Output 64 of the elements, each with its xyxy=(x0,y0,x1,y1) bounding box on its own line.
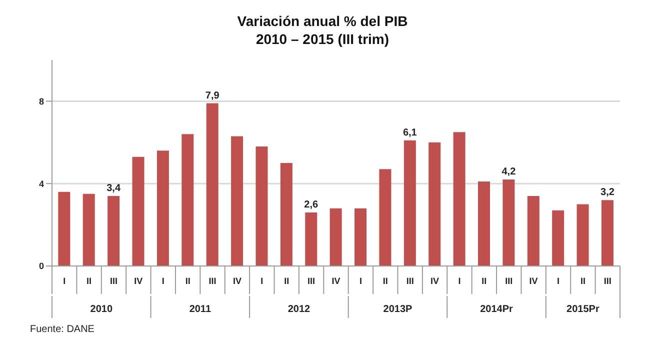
bar xyxy=(502,179,515,266)
x-tick-label: I xyxy=(63,276,66,286)
y-tick-label: 0 xyxy=(38,261,44,272)
data-label: 4,2 xyxy=(502,166,516,178)
bar xyxy=(527,196,540,266)
x-tick-label: IV xyxy=(232,276,242,286)
x-tick-label: IV xyxy=(134,276,143,286)
bar xyxy=(552,210,564,266)
data-label: 2,6 xyxy=(304,199,319,210)
bar xyxy=(132,156,144,266)
bar xyxy=(280,163,292,266)
data-label: 6,1 xyxy=(402,127,418,138)
bar xyxy=(206,103,218,266)
text: 2013P xyxy=(383,304,413,315)
text: 2010 xyxy=(90,304,113,315)
source-note: Fuente: DANE xyxy=(30,324,94,335)
text: 2012 xyxy=(288,304,311,315)
data-label: 3,2 xyxy=(600,187,615,198)
x-tick-label: I xyxy=(458,276,461,286)
x-tick-label: IV xyxy=(529,276,538,286)
x-tick-label: IV xyxy=(430,276,440,286)
bar xyxy=(58,192,70,266)
x-tick-label: I xyxy=(162,276,164,286)
bar xyxy=(82,194,95,266)
x-tick-label: II xyxy=(482,276,487,286)
x-tick-label: I xyxy=(359,276,362,286)
x-tick-label: II xyxy=(382,276,388,286)
bar xyxy=(108,196,120,266)
x-tick-label: III xyxy=(208,276,216,286)
text: 2011 xyxy=(189,304,212,315)
text: 2015Pr xyxy=(566,304,600,315)
bar xyxy=(404,140,416,266)
x-tick-label: II xyxy=(284,276,290,286)
bar xyxy=(478,182,490,266)
bar xyxy=(305,212,318,266)
x-tick-label: III xyxy=(406,276,414,286)
text: 2014Pr xyxy=(480,304,514,315)
x-tick-label: III xyxy=(505,276,513,286)
x-tick-label: II xyxy=(185,276,190,286)
chart-title: Variación anual % del PIB xyxy=(236,12,409,30)
x-tick-label: III xyxy=(308,276,316,286)
data-label: 3,4 xyxy=(106,182,121,194)
x-tick-label: I xyxy=(557,276,560,286)
bar xyxy=(330,208,342,266)
bar xyxy=(156,150,169,266)
x-tick-label: II xyxy=(580,276,586,286)
chart-subtitle: 2010 – 2015 (III trim) xyxy=(254,30,390,48)
x-tick-label: III xyxy=(604,276,612,286)
data-label: 7,9 xyxy=(205,90,220,102)
y-tick-label: 4 xyxy=(38,178,44,189)
x-tick-label: II xyxy=(86,276,92,286)
bar xyxy=(354,208,367,266)
bar xyxy=(601,200,614,266)
x-tick-label: IV xyxy=(332,276,340,286)
x-tick-label: I xyxy=(260,276,264,286)
bar xyxy=(256,146,268,266)
bar xyxy=(182,134,194,266)
bar xyxy=(428,142,441,266)
bar xyxy=(453,132,466,266)
bar xyxy=(576,204,589,266)
y-tick-label: 8 xyxy=(38,96,44,106)
bar xyxy=(379,169,392,266)
bar xyxy=(231,136,244,266)
x-tick-label: III xyxy=(110,276,118,286)
